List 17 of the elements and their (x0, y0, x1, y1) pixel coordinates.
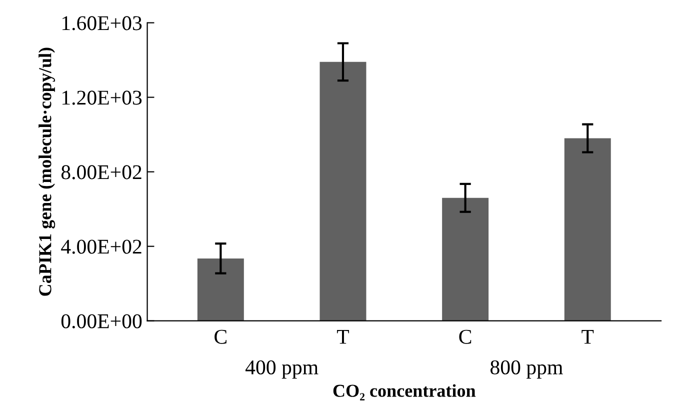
text: 400 ppm (245, 360, 318, 379)
y-tick-label: 0.00E+00 (61, 314, 142, 328)
y-tick-label: 1.60E+03 (62, 16, 142, 30)
bar (197, 258, 244, 321)
x-tick-label: C (459, 330, 472, 344)
y-tick-label: 4.00E+02 (61, 240, 142, 254)
bar (320, 62, 366, 321)
x-axis-title: CO₂ concentration (333, 384, 476, 400)
y-tick-label: 8.00E+02 (61, 165, 142, 180)
y-axis-title: CaPIK1 gene (molecule·copy/ul) (38, 48, 56, 296)
y-tick-label: 1.20E+03 (62, 90, 142, 105)
x-tick-label: T (582, 330, 594, 344)
x-tick-label: C (214, 330, 226, 344)
bar (564, 138, 611, 321)
bar (442, 198, 489, 321)
text: 800 ppm (490, 360, 563, 379)
x-tick-label: T (337, 330, 350, 344)
